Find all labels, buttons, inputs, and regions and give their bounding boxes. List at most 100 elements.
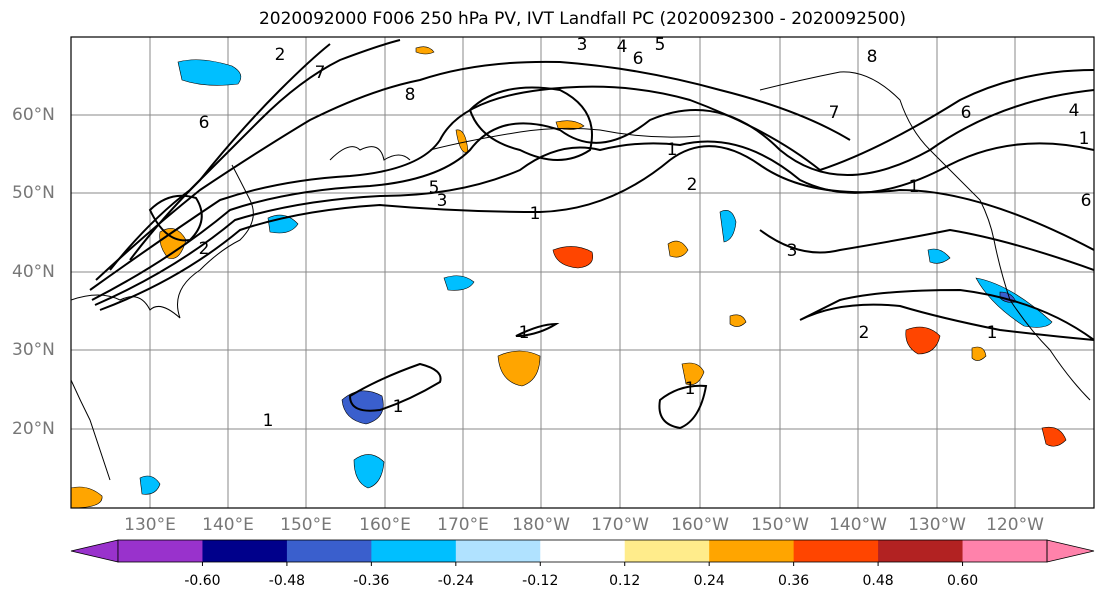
contour-label: 2: [275, 45, 286, 65]
contour-label: 1: [263, 411, 274, 431]
contour-label: 1: [530, 204, 541, 224]
shade-orange-mexico: [971, 346, 987, 361]
contour-label: 1: [909, 177, 920, 197]
contour-label: 2: [859, 323, 870, 343]
coast-westus: [993, 239, 1091, 401]
shade-deepblue-south: [341, 390, 384, 425]
colorbar-tick-label: -0.60: [184, 573, 221, 589]
colorbar-extend-left: [70, 539, 119, 563]
contour-label: 2: [687, 175, 698, 195]
colorbar-tick-label: 0.48: [862, 573, 894, 589]
contour-3: [91, 89, 1094, 301]
colorbar-swatch: [962, 540, 1048, 562]
shade-orange-ne: [905, 326, 941, 355]
contour-label: 1: [1079, 129, 1090, 149]
contour-label-layer: 2 3 4 5 6 7 8 6 5 3 1 1 2 1 1 1 1 8 7 6 …: [199, 35, 1092, 431]
shading-layer: [71, 46, 1067, 508]
contour-label: 3: [437, 191, 448, 211]
shade-orange-hawaii: [681, 362, 705, 386]
lon-label: 130°E: [124, 515, 176, 535]
contour-nw-loop: [148, 194, 203, 242]
colorbar-tick-label: 0.60: [946, 573, 979, 589]
shade-blue-south: [353, 454, 385, 489]
shade-orange-alaska: [667, 240, 689, 258]
lon-label: 120°W: [986, 515, 1044, 535]
contour-2: [94, 140, 1094, 306]
lat-label: 50°N: [12, 183, 55, 203]
map-frame: [70, 36, 1095, 509]
contour-label: 2: [199, 239, 210, 259]
shade-red-dateline: [552, 246, 593, 269]
contour-label: 8: [405, 85, 416, 105]
contour-label: 1: [685, 379, 696, 399]
lon-label: 140°W: [829, 515, 887, 535]
contour-dateline: [515, 322, 560, 337]
colorbar-tick-label: -0.48: [268, 573, 306, 589]
shade-orange-north: [415, 46, 435, 55]
lat-label: 20°N: [12, 419, 55, 439]
colorbar-swatch: [540, 540, 626, 562]
contour-label: 5: [655, 35, 666, 55]
lon-label: 170°W: [591, 515, 649, 535]
contour-label: 4: [617, 37, 628, 57]
contour-label: 1: [987, 323, 998, 343]
shade-blue-nw: [177, 59, 242, 86]
colorbar-extend-right: [1046, 539, 1095, 563]
contour-label: 6: [1081, 191, 1092, 211]
shade-orange-center: [497, 350, 541, 387]
contour-label: 7: [315, 63, 326, 83]
lat-label: 60°N: [12, 105, 55, 125]
colorbar-tick-label: -0.36: [353, 573, 390, 589]
contour-6: [109, 39, 401, 271]
contour-east: [759, 228, 1094, 271]
contour-label: 8: [867, 47, 878, 67]
colorbar-swatch: [286, 540, 372, 562]
contour-7: [129, 43, 331, 261]
colorbar-swatch: [118, 540, 203, 562]
lon-label: 150°W: [751, 515, 809, 535]
colorbar-tick-label: 0.24: [693, 573, 725, 589]
shade-blue-california: [975, 277, 1053, 328]
colorbar-tick-label: 0.36: [778, 573, 810, 589]
coast-aleutian: [429, 127, 701, 151]
colorbar-swatch: [624, 540, 710, 562]
coast-asia-south: [71, 379, 111, 481]
contour-north-loop: [468, 86, 593, 161]
shade-blue-coast: [927, 248, 951, 264]
contour-label: 6: [961, 103, 972, 123]
contour-label: 1: [393, 397, 404, 417]
lat-label: 40°N: [12, 262, 55, 282]
lon-label: 160°W: [671, 515, 729, 535]
colorbar-swatch: [455, 540, 541, 562]
lon-label: 160°E: [359, 515, 411, 535]
lon-label: 130°W: [908, 515, 966, 535]
colorbar-swatch: [878, 540, 964, 562]
map-title: 2020092000 F006 250 hPa PV, IVT Landfall…: [258, 9, 906, 29]
contour-label: 6: [633, 49, 644, 69]
shade-orange-mid: [729, 314, 747, 327]
colorbar-swatch: [202, 540, 288, 562]
lat-label: 30°N: [12, 340, 55, 360]
lon-label: 150°E: [280, 515, 332, 535]
contour-mid-loop: [799, 288, 1094, 342]
contour-label: 3: [577, 35, 588, 55]
contour-hawaii-loop: [658, 384, 708, 430]
lon-label: 180°W: [512, 515, 570, 535]
lon-label: 170°E: [437, 515, 489, 535]
coast-kamchatka: [329, 146, 411, 161]
colorbar-frame: [117, 539, 1048, 563]
colorbar: [70, 539, 1095, 566]
colorbar-swatch: [793, 540, 879, 562]
contour-label: 5: [429, 178, 440, 198]
shade-blue-alaska: [719, 210, 737, 243]
lon-label: 140°E: [202, 515, 254, 535]
contour-1: [99, 145, 1094, 311]
colorbar-swatch: [371, 540, 457, 562]
coast-alaska: [759, 71, 995, 241]
contour-label: 4: [1069, 101, 1080, 121]
colorbar-tick-label: -0.12: [522, 573, 559, 589]
contour-label: 6: [199, 113, 210, 133]
shade-blue-dateline: [443, 275, 475, 291]
contour-label: 3: [787, 241, 798, 261]
